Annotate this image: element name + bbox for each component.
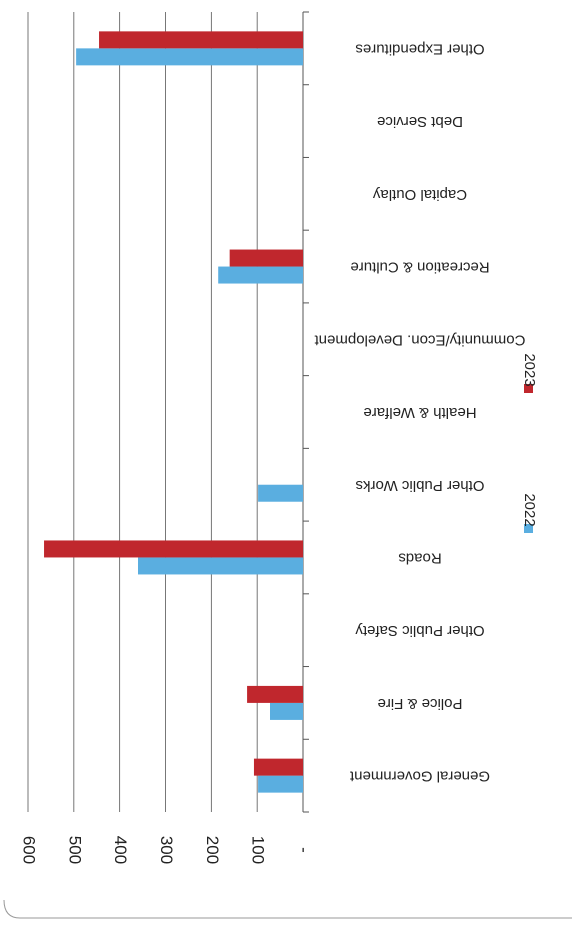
category-label: Roads	[398, 549, 441, 566]
frame-corner	[3, 899, 21, 919]
bar	[218, 266, 303, 284]
legend-swatch	[524, 524, 533, 533]
bar	[258, 484, 303, 502]
legend-swatch	[524, 384, 533, 393]
y-tick-label: 200	[203, 836, 222, 864]
category-label: Police & Fire	[377, 695, 462, 712]
bar	[44, 540, 304, 558]
y-tick-label: 300	[157, 836, 176, 864]
bar	[99, 31, 304, 49]
bar	[138, 557, 303, 575]
category-label: General Government	[349, 768, 490, 785]
y-tick-label: 100	[249, 836, 268, 864]
category-label: Recreation & Culture	[350, 259, 489, 276]
bar	[258, 775, 303, 793]
y-tick-label: 500	[65, 836, 84, 864]
legend-label: 2023	[521, 353, 538, 386]
y-tick-label: 600	[20, 836, 39, 864]
category-label: Health & Welfare	[363, 404, 476, 421]
y-tick-label: -	[295, 847, 314, 853]
category-label: Other Public Safety	[355, 622, 485, 639]
legend-label: 2022	[521, 493, 538, 526]
bar	[76, 48, 303, 66]
category-label: Other Expenditures	[355, 40, 484, 57]
bar	[229, 249, 303, 267]
category-label: Debt Service	[377, 113, 463, 130]
bar	[270, 702, 303, 720]
category-label: Other Public Works	[356, 477, 485, 494]
y-tick-label: 400	[111, 836, 130, 864]
bar	[247, 685, 303, 703]
category-label: Capital Outlay	[372, 186, 467, 203]
category-label: Community/Econ. Development	[314, 331, 526, 348]
bar	[253, 758, 303, 776]
